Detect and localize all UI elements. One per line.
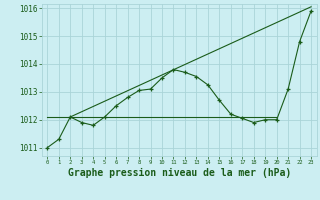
X-axis label: Graphe pression niveau de la mer (hPa): Graphe pression niveau de la mer (hPa) [68,168,291,178]
